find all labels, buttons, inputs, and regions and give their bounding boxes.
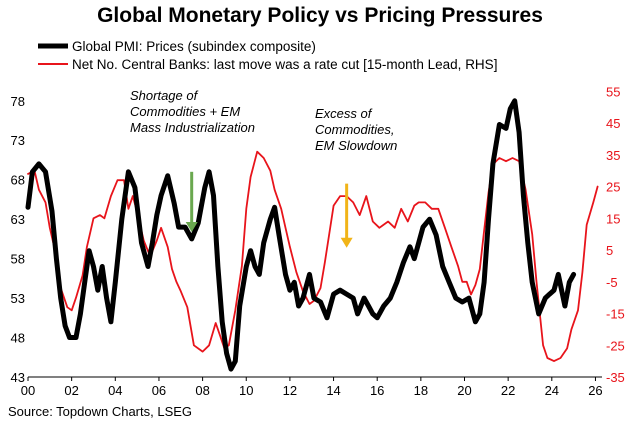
x-tick-label: 16 (370, 383, 384, 398)
y-right-tick-label: 45 (606, 116, 620, 131)
x-tick-label: 26 (588, 383, 602, 398)
y-left-tick-label: 78 (11, 94, 25, 109)
annotation-text: Shortage of (130, 88, 199, 103)
annotation-arrow-head (340, 237, 353, 248)
x-tick-label: 02 (64, 383, 78, 398)
x-tick-label: 10 (239, 383, 253, 398)
x-tick-label: 22 (501, 383, 515, 398)
x-tick-label: 14 (326, 383, 340, 398)
series-line-pmi (25, 98, 577, 372)
legend-label-pmi: Global PMI: Prices (subindex composite) (72, 39, 316, 54)
y-right-tick-label: 15 (606, 211, 620, 226)
x-tick-label: 08 (195, 383, 209, 398)
x-tick-label: 24 (545, 383, 559, 398)
y-right-tick-label: -5 (606, 275, 618, 290)
y-left-tick-label: 43 (11, 370, 25, 385)
y-right-tick-label: 5 (606, 243, 613, 258)
y-right-tick-label: 35 (606, 148, 620, 163)
source-note: Source: Topdown Charts, LSEG (8, 404, 192, 419)
series-line-central-banks (27, 150, 599, 362)
y-right-tick-label: 25 (606, 180, 620, 195)
legend: Global PMI: Prices (subindex composite) … (38, 39, 497, 72)
x-tick-label: 20 (457, 383, 471, 398)
legend-label-central-banks: Net No. Central Banks: last move was a r… (72, 57, 497, 72)
annotation-text: Excess of (315, 106, 373, 121)
y-left-tick-label: 63 (11, 212, 25, 227)
y-right-tick-label: -15 (606, 307, 625, 322)
y-right-tick-label: -35 (606, 370, 625, 385)
y-left-tick-label: 68 (11, 173, 25, 188)
x-tick-label: 12 (283, 383, 297, 398)
y-left-tick-label: 53 (11, 291, 25, 306)
y-left-tick-label: 58 (11, 252, 25, 267)
annotation-arrow-head (185, 222, 198, 232)
x-tick-label: 04 (108, 383, 122, 398)
x-tick-label: 18 (414, 383, 428, 398)
annotation-text: Commodities, (315, 122, 394, 137)
y-left-tick-label: 73 (11, 133, 25, 148)
plot-area: 00 02 04 06 08 10 12 14 16 18 20 22 24 26 43 48 53 58 63 68… (11, 84, 625, 398)
annotation-text: Commodities + EM (130, 104, 240, 119)
y-right-tick-label: 55 (606, 84, 620, 99)
y-left-tick-label: 48 (11, 331, 25, 346)
y-right-tick-label: -25 (606, 338, 625, 353)
annotation-text: EM Slowdown (315, 138, 397, 153)
chart-title: Global Monetary Policy vs Pricing Pressu… (97, 4, 543, 27)
x-tick-label: 06 (152, 383, 166, 398)
annotation-text: Mass Industrialization (130, 120, 255, 135)
x-tick-label: 00 (21, 383, 35, 398)
